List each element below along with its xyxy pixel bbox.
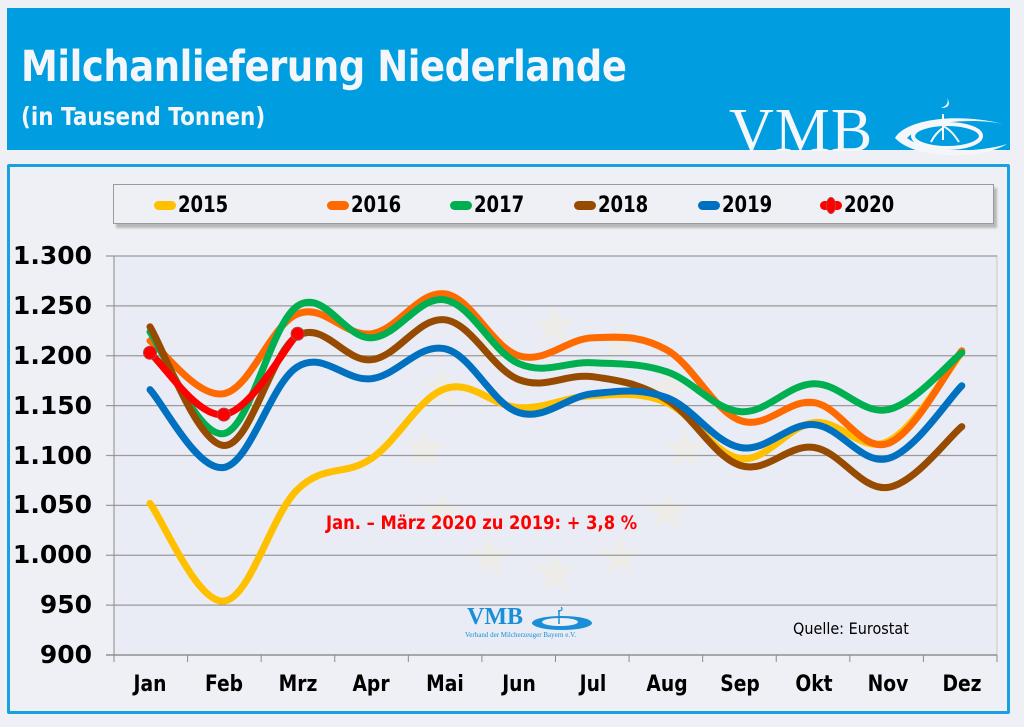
y-tick-label: 900 [39, 640, 92, 669]
legend-item-2019: 2019 [698, 192, 783, 218]
legend-label: 2020 [844, 192, 895, 218]
legend-item-2018: 2018 [574, 192, 659, 218]
legend-swatch [327, 200, 349, 210]
source-label: Quelle: Eurostat [793, 619, 909, 638]
small-logo-icon [532, 606, 592, 630]
legend: 2015 2016 2017 2018 2019 2020 [113, 184, 994, 224]
x-tick-label: Mrz [278, 672, 317, 697]
y-tick-label: 1.100 [12, 440, 92, 470]
legend-swatch [820, 196, 842, 214]
data-point-2020 [290, 326, 305, 341]
legend-swatch [698, 200, 720, 210]
data-point-2020 [216, 407, 231, 422]
legend-label: 2017 [474, 192, 525, 218]
legend-label: 2018 [598, 192, 649, 218]
header-banner: Milchanlieferung Niederlande (in Tausend… [7, 8, 1010, 162]
x-tick-label: Apr [352, 672, 390, 697]
x-tick-label: Dez [942, 672, 982, 697]
series-markers [143, 326, 305, 422]
x-tick-label: Nov [867, 672, 909, 697]
chart-subtitle: (in Tausend Tonnen) [21, 102, 266, 131]
series-lines [146, 290, 966, 605]
x-tick-label: Sep [720, 672, 761, 697]
x-tick-label: Jan [133, 672, 167, 697]
legend-label: 2019 [722, 192, 773, 218]
legend-swatch [154, 200, 176, 210]
x-tick-label: Jul [579, 672, 607, 697]
small-vmb-logo: VMB Verband der Milcherzeuger Bayern e.V… [465, 604, 615, 644]
legend-item-2020: 2020 [820, 192, 905, 218]
y-tick-label: 1.250 [12, 290, 92, 320]
x-tick-label: Jun [502, 672, 536, 697]
y-tick-label: 1.150 [12, 390, 92, 420]
legend-marker [826, 196, 836, 214]
series-line-2017 [146, 296, 966, 438]
legend-item-2017: 2017 [450, 192, 535, 218]
x-tick-label: Aug [646, 672, 688, 697]
legend-label: 2016 [351, 192, 402, 218]
legend-item-2015: 2015 [154, 192, 239, 218]
y-tick-label: 1.050 [12, 490, 92, 520]
axes [106, 256, 998, 662]
x-tick-label: Mai [426, 672, 465, 697]
vmb-logo-text: VMB [729, 97, 874, 165]
y-tick-label: 950 [39, 590, 92, 620]
small-logo-subtitle: Verband der Milcherzeuger Bayern e.V. [465, 631, 577, 639]
chart-title: Milchanlieferung Niederlande [21, 42, 627, 92]
annotation-change: Jan. – März 2020 zu 2019: + 3,8 % [326, 512, 638, 534]
vmb-logo-icon [895, 98, 1007, 156]
legend-swatch [450, 200, 472, 210]
legend-label: 2015 [178, 192, 229, 218]
legend-item-2016: 2016 [327, 192, 412, 218]
legend-swatch [574, 200, 596, 210]
x-tick-label: Okt [795, 672, 833, 697]
y-tick-label: 1.000 [12, 540, 92, 570]
y-tick-label: 1.300 [12, 241, 92, 270]
small-logo-text: VMB [467, 604, 523, 630]
x-tick-label: Feb [204, 672, 243, 697]
y-tick-label: 1.200 [12, 340, 92, 370]
series-line-2019 [146, 344, 966, 472]
series-line-2018 [146, 316, 966, 491]
data-point-2020 [143, 345, 157, 360]
